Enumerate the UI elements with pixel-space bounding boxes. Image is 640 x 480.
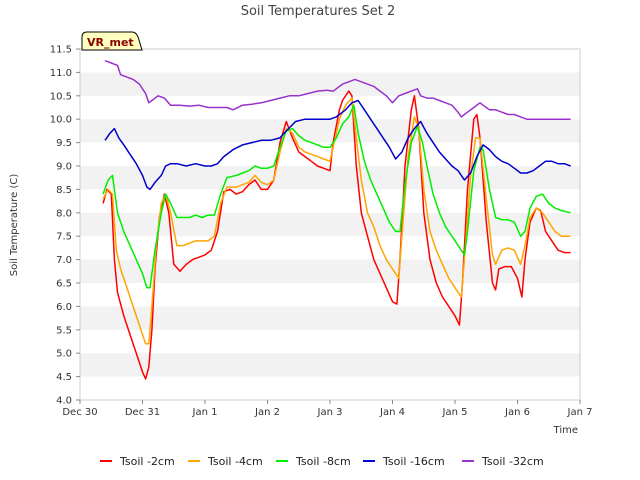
series-line-5 <box>104 59 571 120</box>
y-tick-label: 5.0 <box>56 349 72 360</box>
x-tick-label: Dec 31 <box>125 407 160 418</box>
series-line-3 <box>102 104 571 289</box>
series-lines <box>102 59 571 380</box>
y-tick-label: 6.5 <box>56 279 72 290</box>
x-tick-label: Jan 1 <box>192 407 218 418</box>
x-tick-label: Jan 6 <box>504 407 530 418</box>
series-line-1 <box>102 90 571 380</box>
legend-label: Tsoil -32cm <box>481 455 544 468</box>
x-axis-label: Time <box>553 425 578 436</box>
legend-item: Tsoil -16cm <box>363 455 445 468</box>
grid-band <box>80 329 580 354</box>
legend-label: Tsoil -4cm <box>207 455 263 468</box>
grid-band <box>80 306 580 330</box>
legend-item: Tsoil -8cm <box>276 455 351 468</box>
grid-band <box>80 353 580 377</box>
grid-bands <box>80 49 580 400</box>
x-tick-label: Jan 3 <box>317 407 343 418</box>
y-axis-ticks: 4.0 4.5 5.0 5.5 6.0 6.5 7.0 7.5 8.0 8.5 9.0 9.5 10.0… <box>50 45 80 407</box>
grid-band <box>80 166 580 190</box>
x-tick-label: Dec 30 <box>62 407 97 418</box>
y-tick-label: 8.5 <box>56 185 72 196</box>
grid-band <box>80 376 580 400</box>
series-line-4 <box>104 99 571 191</box>
y-tick-label: 4.0 <box>56 396 72 407</box>
y-tick-label: 9.5 <box>56 138 72 149</box>
x-tick-label: Jan 5 <box>442 407 468 418</box>
legend-label: Tsoil -16cm <box>382 455 445 468</box>
x-tick-label: Jan 4 <box>379 407 405 418</box>
chart-title: Soil Temperatures Set 2 <box>241 4 396 19</box>
legend: Tsoil -2cm Tsoil -4cm Tsoil -8cm Tsoil -16c… <box>100 455 544 468</box>
y-tick-label: 6.0 <box>56 302 72 313</box>
grid-band <box>80 49 580 73</box>
vr-met-badge: VR_met <box>81 31 143 51</box>
grid-band <box>80 72 580 96</box>
y-axis-label: Soil Temperature (C) <box>9 174 20 277</box>
grid-band <box>80 95 580 120</box>
y-tick-label: 4.5 <box>56 372 72 383</box>
x-tick-label: Jan 7 <box>567 407 593 418</box>
grid-band <box>80 142 580 166</box>
y-tick-label: 9.0 <box>56 162 72 173</box>
grid-band <box>80 283 580 307</box>
legend-label: Tsoil -2cm <box>119 455 175 468</box>
y-tick-label: 10.0 <box>50 115 72 126</box>
legend-item: Tsoil -2cm <box>100 455 175 468</box>
grid-band <box>80 259 580 283</box>
y-tick-label: 11.5 <box>50 45 72 56</box>
y-tick-label: 10.5 <box>50 91 72 102</box>
grid-band <box>80 119 580 143</box>
y-tick-label: 7.5 <box>56 232 72 243</box>
legend-label: Tsoil -8cm <box>295 455 351 468</box>
grid-band <box>80 212 580 237</box>
series-line-2 <box>102 97 571 345</box>
y-tick-label: 5.5 <box>56 325 72 336</box>
x-axis-ticks: Dec 30 Dec 31 Jan 1 Jan 2 Jan 3 Jan 4 Jan 5 Jan… <box>62 400 592 418</box>
y-tick-label: 11.0 <box>50 68 72 79</box>
legend-item: Tsoil -4cm <box>188 455 263 468</box>
grid-band <box>80 189 580 213</box>
badge-label: VR_met <box>87 36 134 49</box>
legend-item: Tsoil -32cm <box>462 455 544 468</box>
x-tick-label: Jan 2 <box>254 407 280 418</box>
y-tick-label: 8.0 <box>56 208 72 219</box>
y-tick-label: 7.0 <box>56 255 72 266</box>
